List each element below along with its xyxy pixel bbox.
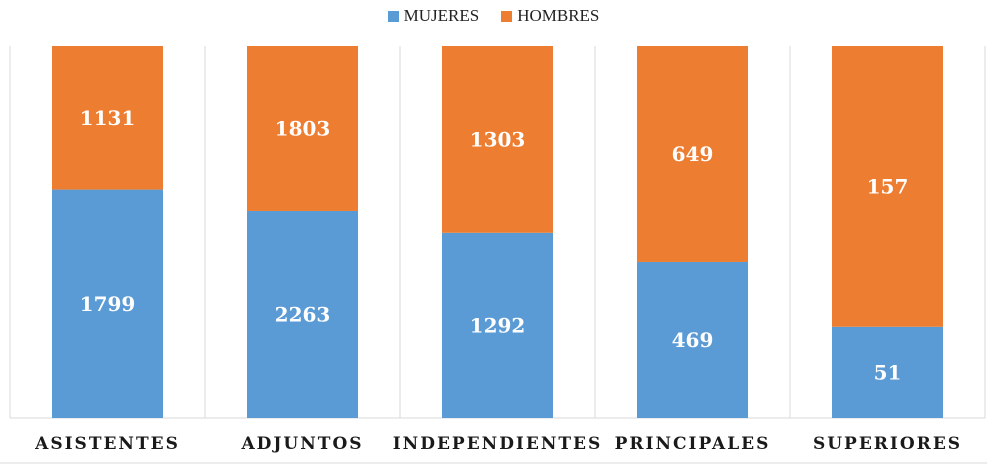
data-label-hombres-superiores: 157 — [867, 174, 909, 198]
x-tick-label-adjuntos: ADJUNTOS — [240, 434, 363, 454]
x-tick-label-asistentes: ASISTENTES — [34, 434, 180, 454]
data-label-hombres-principales: 649 — [672, 142, 714, 166]
x-tick-label-superiores: SUPERIORES — [813, 434, 962, 454]
bar-hombres-independientes — [442, 46, 553, 233]
bar-mujeres-asistentes — [52, 189, 163, 418]
data-label-mujeres-independientes: 1292 — [470, 313, 526, 337]
bar-hombres-asistentes — [52, 46, 163, 190]
x-tick-label-independientes: INDEPENDIENTES — [393, 434, 603, 454]
data-label-mujeres-superiores: 51 — [874, 360, 902, 384]
legend-label-hombres: HOMBRES — [517, 6, 600, 25]
data-label-mujeres-adjuntos: 2263 — [275, 302, 331, 326]
bar-mujeres-adjuntos — [247, 210, 358, 418]
data-label-mujeres-asistentes: 1799 — [80, 292, 136, 316]
legend-label-mujeres: MUJERES — [403, 6, 480, 25]
data-label-hombres-independientes: 1303 — [470, 127, 526, 151]
bar-hombres-superiores — [832, 46, 943, 327]
legend: MUJERES HOMBRES — [0, 6, 987, 26]
bar-mujeres-principales — [637, 261, 748, 418]
data-label-hombres-adjuntos: 1803 — [275, 116, 331, 140]
legend-swatch-hombres — [501, 10, 513, 22]
bar-hombres-adjuntos — [247, 46, 358, 211]
legend-item-hombres: HOMBRES — [501, 6, 599, 26]
bar-hombres-principales — [637, 46, 748, 262]
legend-item-mujeres: MUJERES — [387, 6, 480, 26]
bar-mujeres-superiores — [832, 326, 943, 418]
legend-swatch-mujeres — [387, 10, 399, 22]
data-label-mujeres-principales: 469 — [672, 328, 714, 352]
x-tick-label-principales: PRINCIPALES — [615, 434, 771, 454]
data-label-hombres-asistentes: 1131 — [80, 106, 136, 130]
bar-mujeres-independientes — [442, 232, 553, 418]
